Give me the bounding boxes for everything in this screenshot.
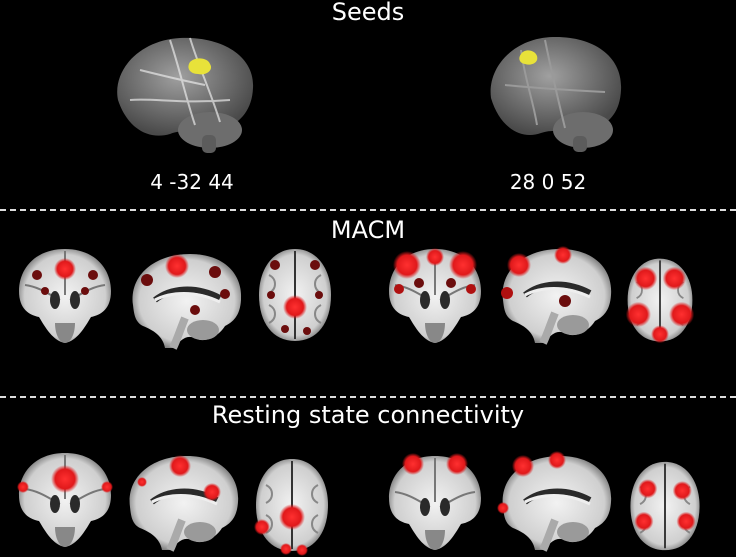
activation-blob [507,253,531,277]
section-divider-2 [0,396,736,398]
section-divider-1 [0,209,736,211]
activation-blob [54,258,76,280]
rs-seed1-coronal [17,445,113,553]
activation-blob [512,455,534,477]
activation-blob [638,479,658,499]
activation-blob [402,453,424,475]
macm-seed2-coronal [385,248,485,345]
activation-blob [283,295,307,319]
resting-state-title: Resting state connectivity [211,401,525,429]
macm-seed1-axial [255,245,335,345]
rs-seed2-coronal [385,453,485,552]
activation-blob [165,254,189,278]
activation-blob [633,266,658,291]
seed-1-brain-render [117,37,254,153]
activation-blob [169,455,191,477]
activation-blob [279,504,305,530]
rs-seed1-axial [254,455,332,556]
rs-seed1-sagittal [122,452,242,552]
seeds-title: Seeds [331,0,405,26]
seed-2-coordinates: 28 0 52 [509,170,587,194]
macm-seed2-axial [625,255,695,344]
rs-seed2-axial [625,458,705,554]
seed-1-coordinates: 4 -32 44 [150,170,234,194]
macm-title: MACM [330,216,406,244]
seed-2-blob [519,50,538,65]
activation-blob [393,251,421,279]
seed-1-blob [188,58,212,75]
activation-blob [51,465,79,493]
macm-seed1-coronal [15,245,115,345]
macm-seed2-sagittal [495,245,615,345]
macm-seed1-sagittal [125,250,245,350]
rs-seed2-sagittal [497,451,615,552]
seed-2-brain-render [490,36,622,152]
